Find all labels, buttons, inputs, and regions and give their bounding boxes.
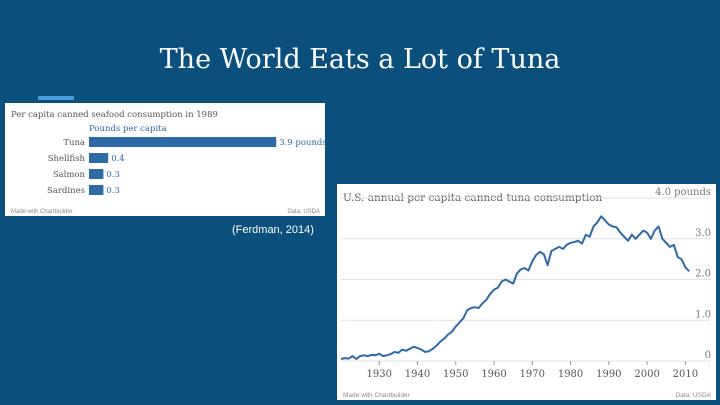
bar-sardines <box>89 185 104 195</box>
y-tick-label: 1.0 <box>695 309 711 320</box>
bar-tuna <box>89 137 277 147</box>
x-tick-label: 2010 <box>673 369 698 380</box>
bar-chart-footer-left: Made with Chartbuilder <box>11 209 73 215</box>
y-tick-label: 4.0 pounds <box>655 187 711 198</box>
bar-value-label: 0.3 <box>106 186 120 196</box>
x-tick-label: 1940 <box>405 369 430 380</box>
x-tick-label: 1990 <box>596 369 621 380</box>
y-tick-label: 3.0 <box>695 228 711 239</box>
source-caption: (Ferdman, 2014) <box>232 224 314 236</box>
bar-category-label: Salmon <box>53 170 86 180</box>
bar-category-label: Shellfish <box>48 154 86 164</box>
bar-chart-title: Per capita canned seafood consumption in… <box>11 110 218 120</box>
slide-title: The World Eats a Lot of Tuna <box>159 44 561 75</box>
tuna-consumption-line <box>340 215 690 360</box>
x-tick-label: 1950 <box>443 369 468 380</box>
x-tick-label: 1930 <box>367 369 392 380</box>
y-tick-label: 2.0 <box>695 269 711 280</box>
line-chart-footer-right: Data: USDA <box>676 392 712 399</box>
x-tick-label: 1970 <box>520 369 545 380</box>
seafood-bar-chart: Per capita canned seafood consumption in… <box>5 103 325 216</box>
bar-salmon <box>89 169 104 179</box>
bar-shellfish <box>89 153 109 163</box>
x-tick-label: 1980 <box>558 369 583 380</box>
title-accent-bar <box>38 96 74 100</box>
bar-chart-subtitle: Pounds per capita <box>89 124 167 134</box>
y-tick-label: 0 <box>705 350 711 361</box>
bar-chart-footer-right: Data: USDA <box>287 209 320 215</box>
line-chart-footer-left: Made with Chartbuilder <box>343 392 411 399</box>
bar-value-label: 3.9 pounds <box>279 138 325 148</box>
bar-category-label: Tuna <box>63 138 85 148</box>
x-tick-label: 2000 <box>634 369 659 380</box>
x-tick-label: 1960 <box>481 369 506 380</box>
tuna-line-chart-svg: U.S. annual per capita canned tuna consu… <box>340 187 712 399</box>
tuna-line-chart: U.S. annual per capita canned tuna consu… <box>337 184 716 400</box>
bar-value-label: 0.3 <box>106 170 120 180</box>
bar-category-label: Sardines <box>47 186 85 196</box>
seafood-bar-chart-svg: Per capita canned seafood consumption in… <box>11 110 325 215</box>
bar-value-label: 0.4 <box>111 154 125 164</box>
